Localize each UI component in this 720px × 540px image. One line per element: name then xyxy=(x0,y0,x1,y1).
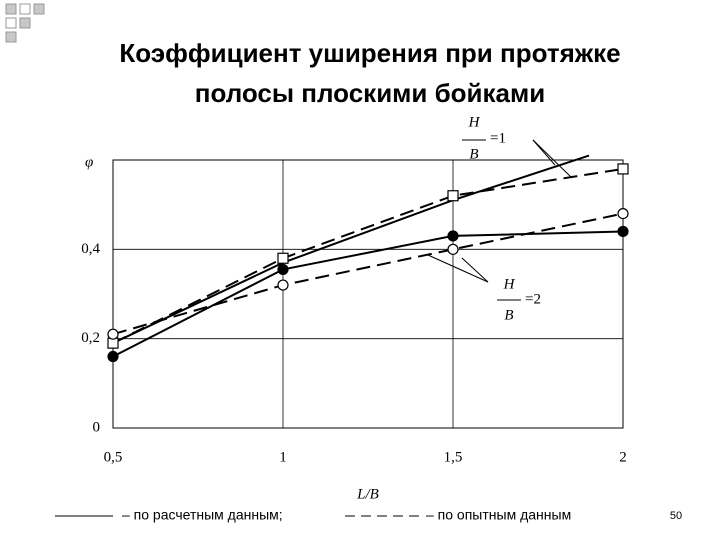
x-axis-label: L/B xyxy=(356,486,379,502)
marker xyxy=(107,350,119,363)
title-line: Коэффициент уширения при протяжке xyxy=(119,38,620,68)
marker xyxy=(447,230,459,242)
x-tick-label: 1,5 xyxy=(444,449,463,465)
marker xyxy=(277,279,289,291)
legend-label: – по опытным данным xyxy=(426,507,571,523)
annotation-numerator: H xyxy=(468,114,481,130)
legend-label: – по расчетным данным; xyxy=(122,507,283,523)
plot-frame xyxy=(112,159,624,429)
annotation-denominator: B xyxy=(504,307,513,323)
y-axis-label: φ xyxy=(85,154,93,170)
x-tick-label: 1 xyxy=(279,449,287,465)
annotation-rhs: =1 xyxy=(490,130,506,146)
y-tick-label: 0,4 xyxy=(81,241,100,257)
marker xyxy=(617,163,629,175)
x-tick-label: 2 xyxy=(619,449,627,465)
marker xyxy=(277,263,289,276)
page-number: 50 xyxy=(670,510,682,522)
y-tick-label: 0,2 xyxy=(81,330,100,346)
corner-decoration xyxy=(5,3,45,43)
series-line xyxy=(112,167,624,345)
annotation-rhs: =2 xyxy=(525,291,541,307)
marker xyxy=(447,243,459,255)
annotation-pointers xyxy=(427,139,573,301)
marker xyxy=(617,208,629,220)
marker xyxy=(107,328,119,340)
annotation-denominator: B xyxy=(469,146,478,162)
marker xyxy=(617,225,629,238)
series-line xyxy=(112,230,624,358)
marker xyxy=(447,190,459,202)
annotation-numerator: H xyxy=(503,276,516,292)
marker xyxy=(277,252,289,264)
title-line: полосы плоскими бойками xyxy=(195,78,545,108)
x-tick-label: 0,5 xyxy=(104,449,123,465)
series-line xyxy=(112,154,590,345)
y-tick-label: 0 xyxy=(93,419,101,435)
series-line xyxy=(112,212,624,336)
